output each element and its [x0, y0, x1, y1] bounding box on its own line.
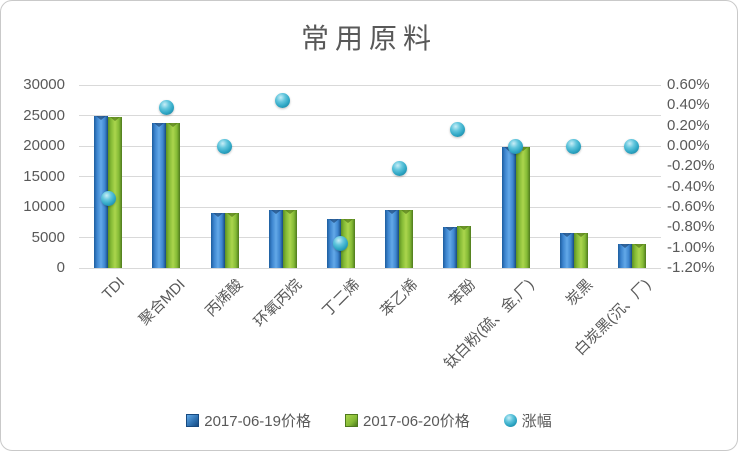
bar-2017-06-20	[631, 243, 646, 268]
category-label: 苯乙烯	[377, 276, 422, 320]
left-axis-tick-label: 20000	[23, 137, 65, 154]
gridline	[79, 84, 661, 86]
category-label: 聚合MDI	[135, 276, 189, 329]
bar-2017-06-20	[166, 122, 181, 268]
legend-item-price-0619[interactable]: 2017-06-19价格	[186, 410, 311, 431]
category-label: 丙烯酸	[202, 276, 247, 320]
bar-2017-06-20	[457, 226, 472, 268]
legend-swatch-teal-circle	[503, 413, 517, 427]
category-label: 丁二烯	[319, 276, 364, 320]
right-axis-tick-label: 0.60%	[667, 76, 710, 93]
bar-2017-06-19	[559, 233, 574, 268]
chart-title: 常用原料	[300, 22, 437, 55]
change-point	[275, 92, 291, 108]
change-point	[508, 138, 523, 154]
left-axis-tick-label: 30000	[23, 76, 65, 93]
legend-swatch-blue-square	[186, 413, 200, 427]
left-axis-tick-label: 15000	[23, 167, 65, 185]
legend-label-price-0619: 2017-06-19价格	[204, 412, 311, 430]
bar-2017-06-19	[385, 210, 400, 268]
bar-2017-06-19	[152, 123, 167, 268]
legend-label-price-0620: 2017-06-20价格	[362, 412, 470, 430]
change-point	[158, 99, 174, 115]
gridline	[79, 145, 661, 147]
change-point	[333, 236, 349, 252]
legend-item-change[interactable]: 涨幅	[503, 410, 552, 431]
bar-2017-06-20	[108, 116, 123, 268]
bar-2017-06-19	[501, 147, 516, 268]
bar-2017-06-20	[224, 213, 239, 268]
bar-2017-06-20	[282, 210, 297, 268]
category-label: 炭黑	[562, 276, 596, 310]
bar-2017-06-20	[573, 233, 588, 268]
right-axis-tick-label: -0.60%	[667, 198, 715, 215]
bar-2017-06-19	[617, 243, 632, 268]
bar-2017-06-19	[443, 226, 458, 268]
change-point	[217, 138, 232, 154]
left-axis-tick-label: 5000	[31, 228, 65, 246]
gridline	[79, 115, 661, 116]
legend-swatch-green-square	[344, 413, 358, 427]
bar-2017-06-20	[399, 210, 414, 268]
bar-2017-06-19	[210, 213, 225, 268]
change-point	[100, 191, 116, 207]
left-axis-tick-label: 0	[56, 259, 65, 276]
gridline	[79, 206, 661, 208]
right-axis-tick-label: -0.40%	[667, 177, 715, 195]
right-axis-tick-label: 0.40%	[667, 96, 710, 114]
change-point	[566, 138, 582, 154]
left-axis-tick-label: 10000	[23, 198, 65, 215]
bar-2017-06-19	[268, 210, 283, 268]
right-axis-tick-label: 0.00%	[667, 137, 710, 154]
category-label: TDI	[99, 274, 129, 304]
legend-item-price-0620[interactable]: 2017-06-20价格	[344, 410, 470, 431]
right-axis-tick-label: 0.20%	[667, 116, 710, 134]
chart-legend: 2017-06-19价格 2017-06-20价格 涨幅	[1, 405, 737, 435]
right-axis-tick-label: -1.00%	[667, 238, 715, 256]
bar-2017-06-20	[515, 147, 530, 268]
change-point	[624, 138, 640, 154]
change-point	[391, 160, 407, 176]
category-label: 环氧丙烷	[250, 276, 305, 331]
left-axis-tick-label: 25000	[23, 106, 65, 124]
right-axis-tick-label: -1.20%	[667, 259, 715, 276]
right-axis-tick-label: -0.80%	[667, 218, 715, 236]
gridline	[79, 237, 661, 238]
legend-label-change: 涨幅	[521, 412, 552, 430]
category-label: 苯酚	[446, 276, 480, 310]
right-axis-tick-label: -0.20%	[667, 157, 715, 175]
bar-2017-06-19	[94, 115, 109, 268]
gridline	[79, 176, 661, 177]
change-point	[449, 122, 465, 138]
gridline	[79, 267, 661, 269]
